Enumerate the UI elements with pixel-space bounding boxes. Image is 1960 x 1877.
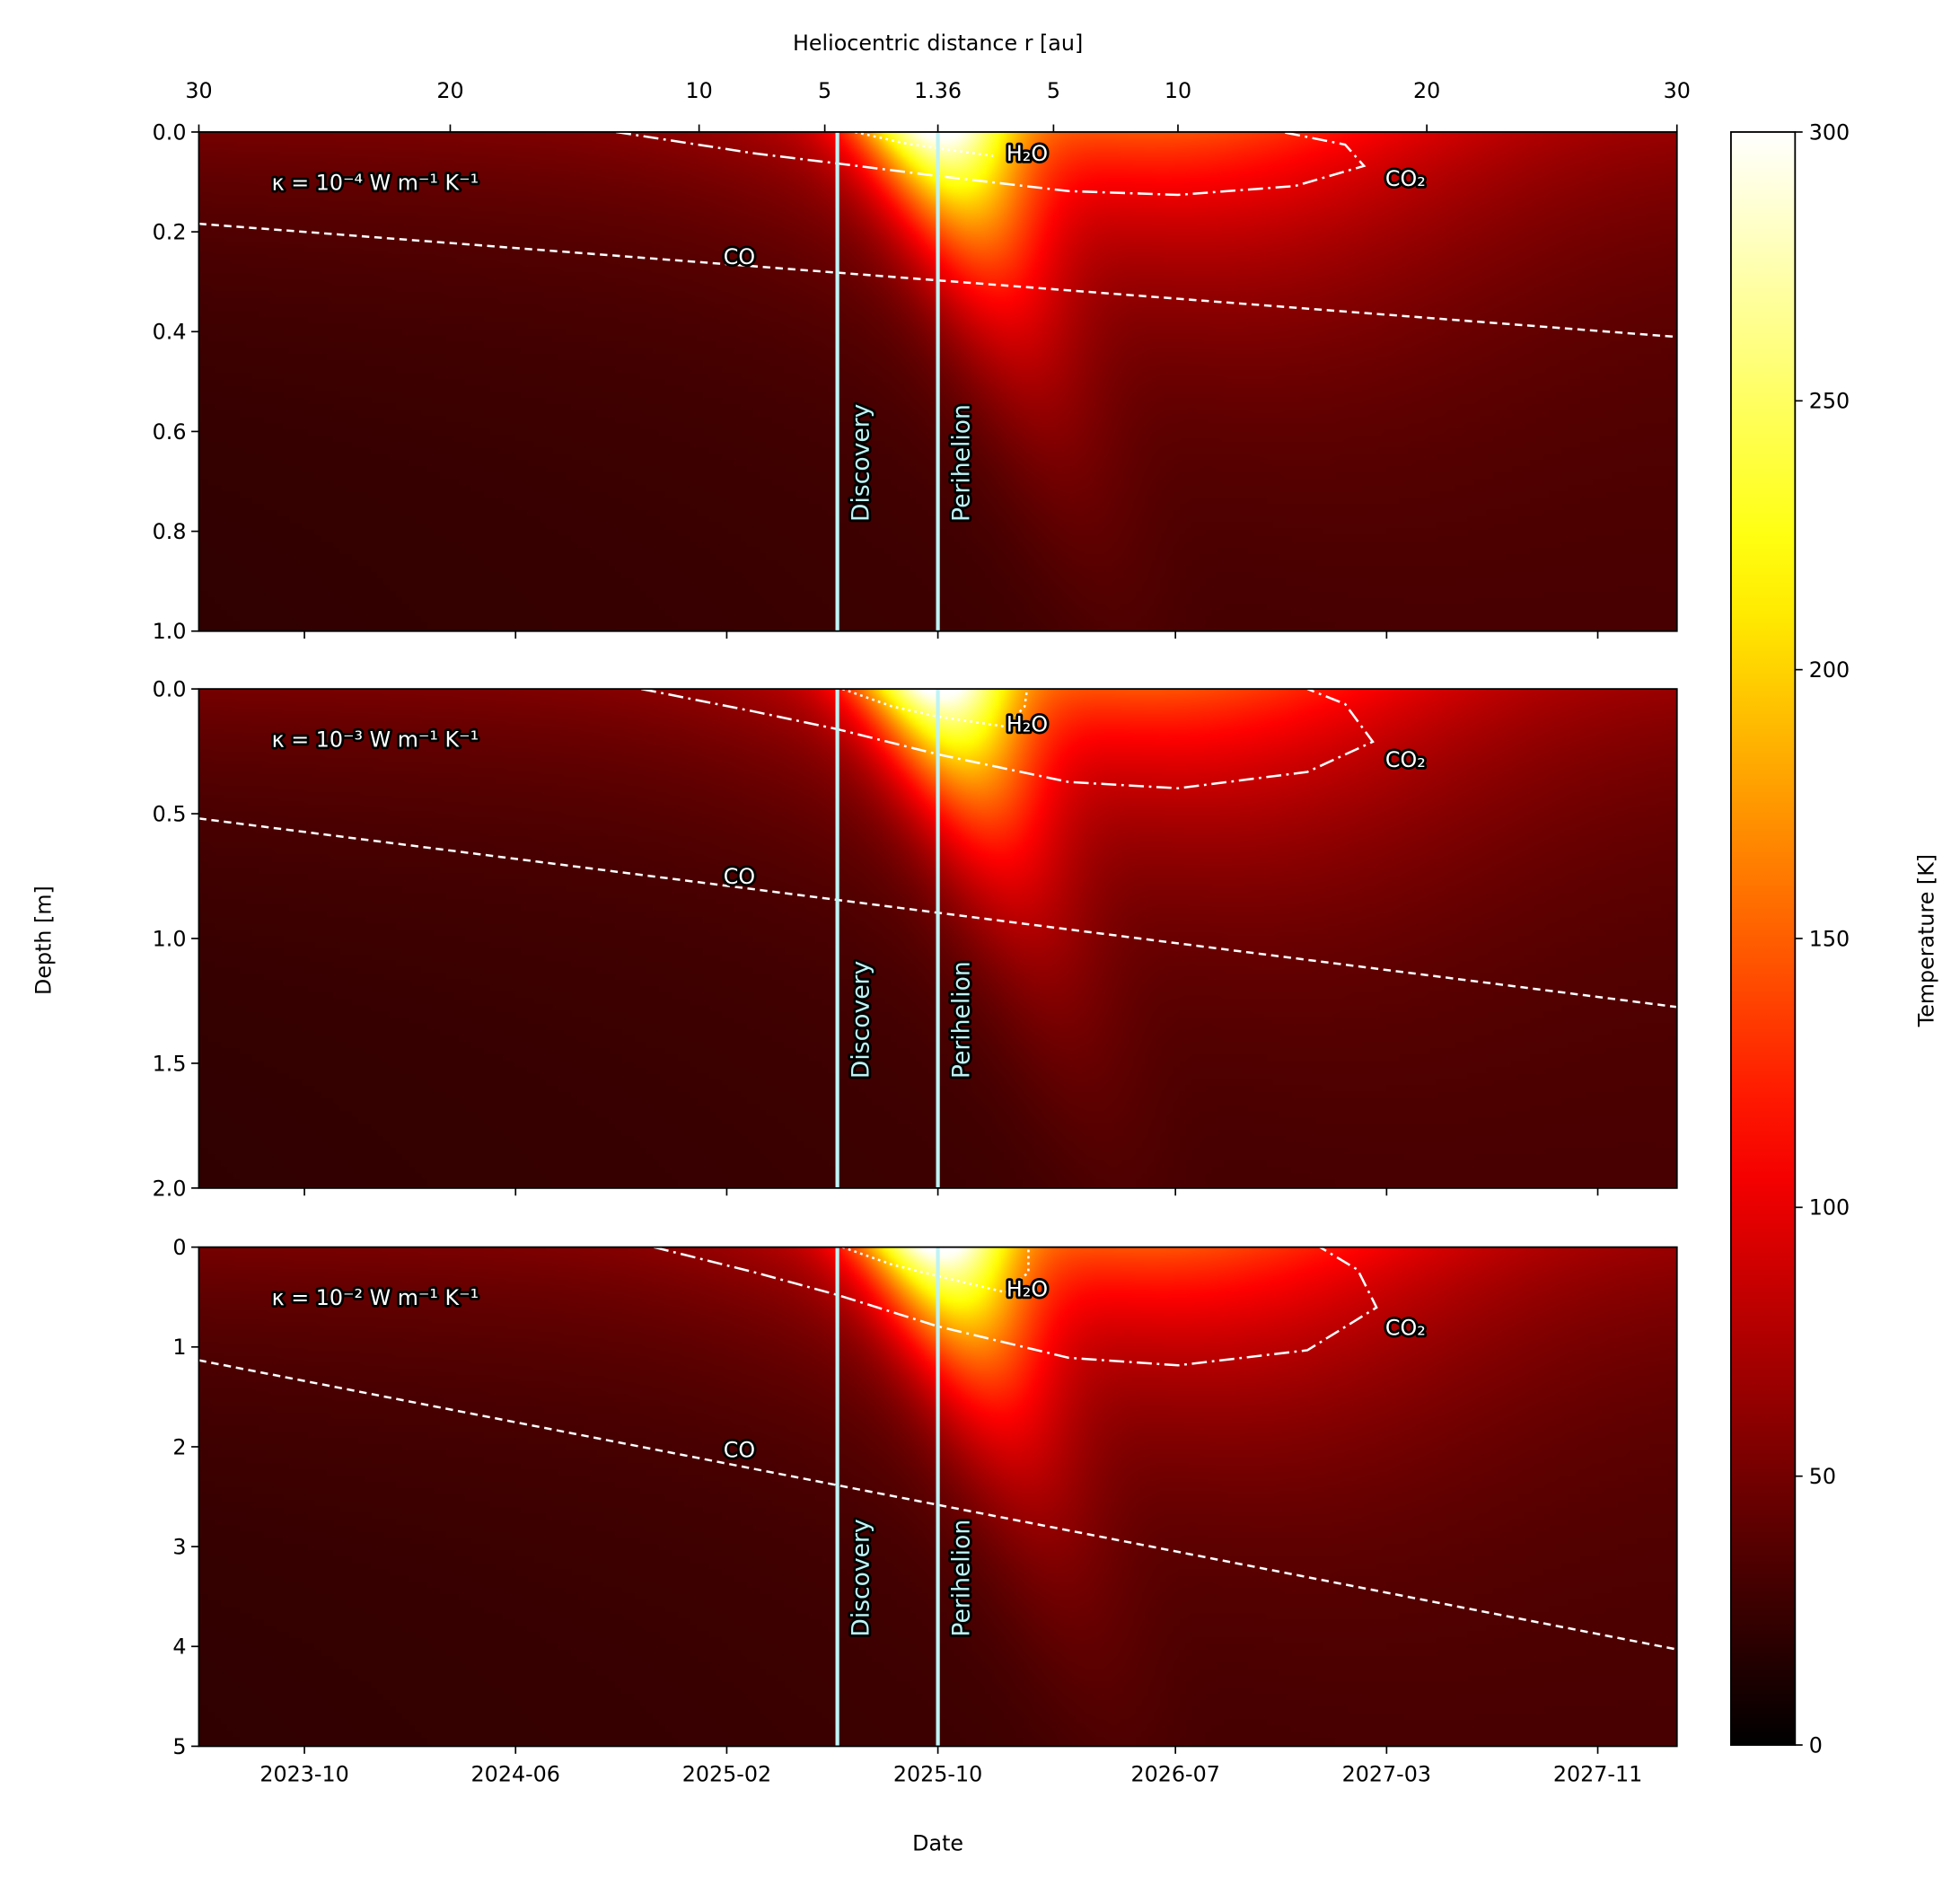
- co2-contour: [640, 687, 1375, 789]
- h2o-contour: [841, 687, 1029, 728]
- y-tick-label: 0: [172, 1235, 186, 1260]
- y-tick-label: 5: [172, 1734, 186, 1759]
- top-tick-label: 20: [436, 78, 463, 103]
- y-tick-label: 1.0: [153, 619, 187, 644]
- h2o-contour-label: H₂O: [1006, 1276, 1048, 1301]
- kappa-annotation: κ = 10⁻⁴ W m⁻¹ K⁻¹: [272, 170, 479, 195]
- co2-contour-label: CO₂: [1385, 1316, 1426, 1341]
- top-tick-label: 30: [1664, 78, 1691, 103]
- co2-contour-label: CO₂: [1385, 166, 1426, 191]
- co-contour-label: CO: [724, 244, 755, 269]
- co2-contour: [616, 130, 1367, 197]
- y-tick-label: 1.5: [153, 1051, 187, 1076]
- colorbar-tick-label: 50: [1809, 1464, 1836, 1489]
- x-tick-label: 2024-06: [471, 1762, 560, 1787]
- co-contour: [198, 222, 1677, 339]
- discovery-label: Discovery: [848, 961, 875, 1079]
- perihelion-label: Perihelion: [948, 1520, 976, 1637]
- discovery-label: Discovery: [848, 1519, 875, 1636]
- y-tick-label: 2.0: [153, 1176, 187, 1201]
- top-tick-label: 5: [1047, 78, 1060, 103]
- kappa-annotation: κ = 10⁻³ W m⁻¹ K⁻¹: [272, 727, 479, 753]
- y-tick-label: 3: [172, 1535, 186, 1560]
- discovery-label: Discovery: [848, 404, 875, 522]
- y-tick-label: 4: [172, 1635, 186, 1660]
- panel-1: Discovery Perihelion H₂O CO₂ CO κ = 10⁻⁴ W m⁻…: [153, 78, 1691, 644]
- y-tick-label: 0.8: [153, 519, 187, 544]
- top-tick-label: 30: [185, 78, 212, 103]
- colorbar-tick-label: 250: [1809, 389, 1850, 414]
- h2o-contour-label: H₂O: [1006, 712, 1048, 737]
- co2-contour-label: CO₂: [1385, 747, 1426, 772]
- y-tick-label: 0.2: [153, 220, 187, 245]
- top-tick-label: 20: [1413, 78, 1440, 103]
- x-tick-label: 2026-07: [1130, 1762, 1219, 1787]
- panel-2: Discovery Perihelion H₂O CO₂ CO κ = 10⁻³ W m⁻…: [153, 677, 1678, 1201]
- x-tick-label: 2023-10: [259, 1762, 348, 1787]
- colorbar-label: Temperature [K]: [1913, 854, 1938, 1027]
- x-tick-label: 2025-10: [893, 1762, 982, 1787]
- y-tick-label: 2: [172, 1434, 186, 1459]
- colorbar-tick-label: 100: [1809, 1195, 1850, 1220]
- colorbar-tick-label: 300: [1809, 119, 1850, 145]
- y-tick-label: 1: [172, 1335, 186, 1360]
- x-tick-label: 2027-03: [1342, 1762, 1431, 1787]
- colorbar: 0 50 100 150 200 250 300: [1730, 119, 1850, 1758]
- top-tick-label: 10: [1165, 78, 1191, 103]
- top-tick-label: 5: [818, 78, 831, 103]
- y-axis-label: Depth [m]: [31, 886, 56, 995]
- kappa-annotation: κ = 10⁻² W m⁻¹ K⁻¹: [272, 1285, 479, 1310]
- y-tick-label: 1.0: [153, 926, 187, 951]
- colorbar-gradient: [1730, 131, 1797, 1746]
- colorbar-tick-label: 0: [1809, 1732, 1823, 1758]
- h2o-contour: [841, 1246, 1030, 1294]
- co-contour-label: CO: [724, 1437, 755, 1462]
- h2o-contour: [854, 130, 994, 157]
- top-tick-label: 10: [685, 78, 712, 103]
- x-tick-label: 2027-11: [1553, 1762, 1642, 1787]
- y-tick-label: 0.0: [153, 119, 187, 145]
- co2-contour: [653, 1246, 1378, 1367]
- perihelion-label: Perihelion: [948, 961, 976, 1079]
- y-tick-label: 0.4: [153, 320, 187, 345]
- y-tick-label: 0.6: [153, 419, 187, 445]
- perihelion-label: Perihelion: [948, 404, 976, 522]
- co-contour-label: CO: [724, 864, 755, 889]
- y-tick-label: 0.0: [153, 677, 187, 702]
- h2o-contour-label: H₂O: [1006, 141, 1048, 166]
- x-tick-label: 2025-02: [682, 1762, 771, 1787]
- colorbar-tick-label: 200: [1809, 657, 1850, 683]
- y-tick-label: 0.5: [153, 801, 187, 826]
- top-axis-label: Heliocentric distance r [au]: [793, 31, 1083, 56]
- panel-3: Discovery Perihelion H₂O CO₂ CO κ = 10⁻² W m⁻…: [172, 1235, 1678, 1787]
- x-axis-label: Date: [912, 1831, 963, 1856]
- colorbar-tick-label: 150: [1809, 926, 1850, 951]
- top-tick-label: 1.36: [914, 78, 962, 103]
